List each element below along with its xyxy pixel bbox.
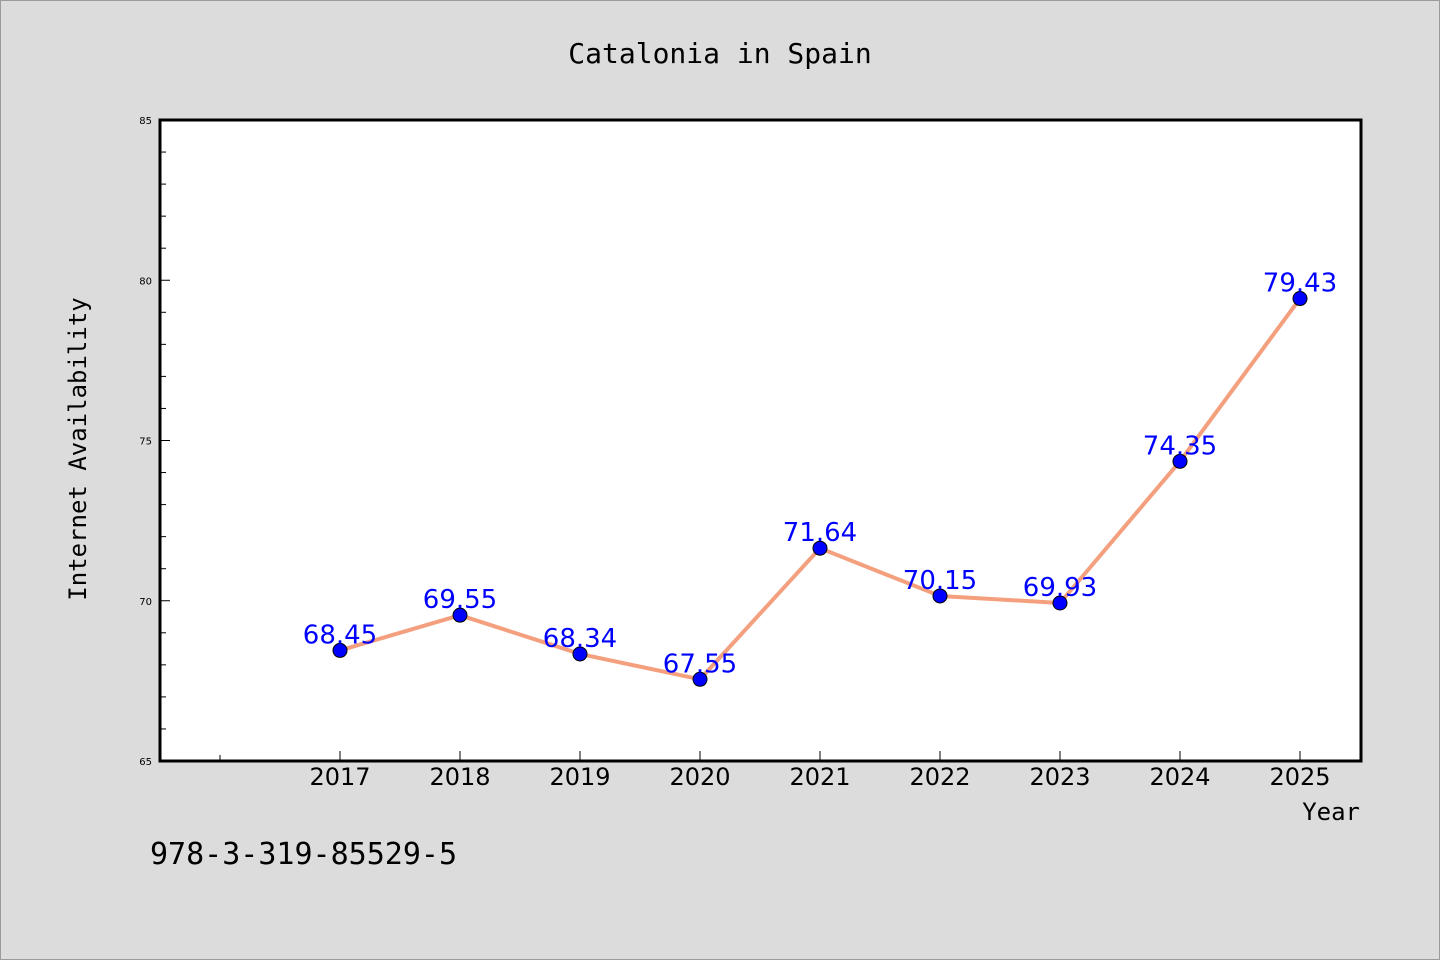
data-point xyxy=(332,642,348,658)
data-label: 68.34 xyxy=(543,624,617,654)
data-label: 67.55 xyxy=(663,649,737,679)
y-tick-label: 85 xyxy=(139,116,152,127)
data-label: 69.93 xyxy=(1023,573,1097,603)
data-point xyxy=(812,540,828,556)
x-axis-label: Year xyxy=(1302,798,1360,826)
x-tick-label: 2024 xyxy=(1149,763,1210,791)
data-point xyxy=(692,671,708,687)
data-point xyxy=(1172,453,1188,469)
data-labels: 68.45 69.55 68.34 67.55 71.64 70.15 69.93 74.35… xyxy=(303,269,1337,680)
data-label: 74.35 xyxy=(1143,431,1217,461)
data-label: 71.64 xyxy=(783,518,857,548)
y-axis: 65 70 75 80 85 xyxy=(139,116,170,768)
x-tick-label: 2018 xyxy=(429,763,490,791)
data-label: 70.15 xyxy=(903,566,977,596)
x-tick-label: 2017 xyxy=(309,763,370,791)
x-tick-label: 2022 xyxy=(909,763,970,791)
data-label: 68.45 xyxy=(303,620,377,650)
x-tick-label: 2020 xyxy=(669,763,730,791)
data-label: 79.43 xyxy=(1263,269,1337,299)
plot-area xyxy=(158,118,1363,763)
data-point xyxy=(452,607,468,623)
x-tick-label: 2019 xyxy=(549,763,610,791)
chart-title: Catalonia in Spain xyxy=(568,37,871,70)
y-axis-label: Internet Availability xyxy=(64,297,92,600)
y-tick-label: 70 xyxy=(139,597,152,608)
x-tick-label: 2025 xyxy=(1269,763,1330,791)
data-point xyxy=(1292,291,1308,307)
y-tick-label: 80 xyxy=(139,276,152,287)
x-tick-label: 2023 xyxy=(1029,763,1090,791)
data-markers xyxy=(332,291,1308,687)
x-axis: 2017 2018 2019 2020 2021 2022 2023 2024 2025 xyxy=(219,751,1331,791)
data-point xyxy=(932,588,948,604)
isbn-footer: 978-3-319-85529-5 xyxy=(150,837,457,872)
y-tick-label: 75 xyxy=(139,437,152,448)
data-label: 69.55 xyxy=(423,585,497,615)
y-tick-label: 65 xyxy=(139,757,152,768)
data-point xyxy=(1052,595,1068,611)
x-tick-label: 2021 xyxy=(789,763,850,791)
data-point xyxy=(572,646,588,662)
